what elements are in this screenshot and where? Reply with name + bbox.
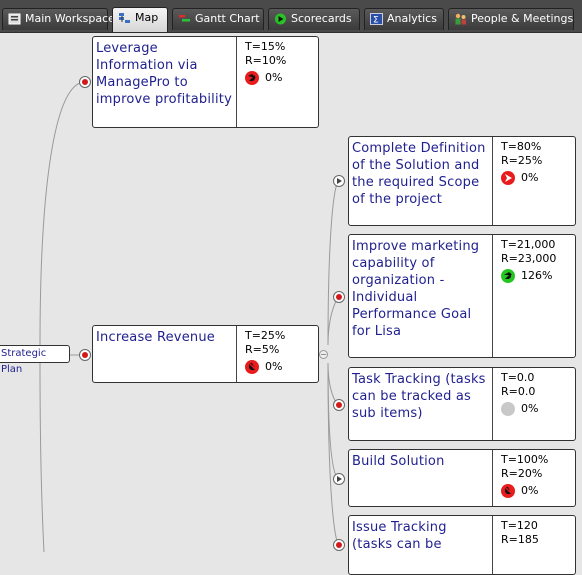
tab-label: Gantt Chart [195, 12, 260, 25]
node-connector-icon[interactable] [79, 76, 91, 88]
goal-node[interactable]: Build Solution T=100% R=20% 0% [348, 449, 576, 507]
map-icon [119, 13, 130, 23]
people-icon [455, 13, 466, 25]
target-value: T=15% [245, 40, 286, 53]
goal-node[interactable]: Improve marketing capability of organiza… [348, 234, 576, 358]
tab-main-workspace[interactable]: Main Workspace [2, 8, 115, 30]
svg-text:Σ: Σ [373, 16, 379, 26]
goal-title: Improve marketing capability of organiza… [349, 235, 493, 357]
tab-label: Main Workspace [25, 12, 115, 25]
target-value: T=21,000 [501, 238, 556, 251]
target-value: T=80% [501, 140, 542, 153]
result-value: R=0.0 [501, 385, 536, 398]
node-connector-icon[interactable] [333, 473, 345, 485]
workspace-icon [8, 13, 21, 25]
target-value: T=100% [501, 453, 549, 466]
node-connector-icon[interactable] [333, 175, 345, 187]
goal-metrics: T=80% R=25% 0% [491, 137, 575, 225]
progress-value: 126% [521, 269, 553, 282]
goal-title: Build Solution [349, 450, 493, 506]
tab-label: Scorecards [291, 12, 352, 25]
node-connector-icon[interactable] [333, 399, 345, 411]
goal-metrics: T=100% R=20% 0% [491, 450, 575, 506]
result-value: R=185 [501, 533, 539, 546]
node-connector-icon[interactable] [333, 291, 345, 303]
progress-value: 0% [265, 71, 283, 84]
goal-node[interactable]: Task Tracking (tasks can be tracked as s… [348, 367, 576, 441]
root-node-strategic-plan[interactable]: Strategic Plan [0, 345, 70, 375]
result-value: R=20% [501, 467, 543, 480]
tab-gantt-chart[interactable]: Gantt Chart [172, 8, 264, 30]
collapse-toggle-icon[interactable]: − [319, 350, 328, 359]
target-value: T=25% [245, 329, 286, 342]
goal-title: Leverage Information via ManagePro to im… [93, 37, 237, 127]
map-canvas[interactable]: Strategic Plan − Leverage Information vi… [0, 33, 582, 575]
gantt-icon [179, 15, 190, 22]
goal-metrics: T=25% R=5% 0% [235, 326, 318, 382]
tab-label: People & Meetings [471, 12, 574, 25]
tab-label: Analytics [387, 12, 437, 25]
status-red-icon [245, 360, 259, 374]
status-green-icon [501, 269, 515, 283]
tab-label: Map [135, 11, 159, 24]
goal-metrics: T=21,000 R=23,000 126% [491, 235, 575, 357]
goal-title: Issue Tracking (tasks can be [349, 516, 493, 574]
goal-node[interactable]: Issue Tracking (tasks can be T=120 R=185 [348, 515, 576, 575]
progress-value: 0% [521, 402, 539, 415]
target-value: T=120 [501, 519, 538, 532]
goal-title: Increase Revenue [93, 326, 237, 382]
tab-people-meetings[interactable]: People & Meetings [448, 8, 574, 30]
result-value: R=25% [501, 154, 543, 167]
node-connector-icon[interactable] [333, 539, 345, 551]
status-red-icon [501, 484, 515, 498]
goal-node[interactable]: Leverage Information via ManagePro to im… [92, 36, 319, 128]
status-grey-icon [501, 402, 515, 416]
target-value: T=0.0 [501, 371, 535, 384]
scorecard-icon [275, 13, 286, 25]
tab-analytics[interactable]: Σ Analytics [364, 8, 444, 30]
status-red-arrow-icon [501, 171, 515, 185]
goal-title: Task Tracking (tasks can be tracked as s… [349, 368, 493, 440]
tab-map[interactable]: Map [112, 7, 168, 32]
result-value: R=10% [245, 54, 287, 67]
analytics-icon: Σ [370, 13, 383, 25]
goal-metrics: T=120 R=185 [491, 516, 575, 574]
goal-metrics: T=0.0 R=0.0 0% [491, 368, 575, 440]
progress-value: 0% [521, 484, 539, 497]
goal-node[interactable]: Complete Definition of the Solution and … [348, 136, 576, 226]
progress-value: 0% [521, 171, 539, 184]
status-red-icon [245, 71, 259, 85]
goal-title: Complete Definition of the Solution and … [349, 137, 493, 225]
goal-node[interactable]: Increase Revenue T=25% R=5% 0% [92, 325, 319, 383]
goal-metrics: T=15% R=10% 0% [235, 37, 318, 127]
tab-scorecards[interactable]: Scorecards [268, 8, 360, 30]
node-connector-icon[interactable] [79, 349, 91, 361]
tab-bar: Main Workspace Map Gantt Chart Scorecard… [0, 0, 582, 33]
result-value: R=5% [245, 343, 280, 356]
result-value: R=23,000 [501, 252, 557, 265]
progress-value: 0% [265, 360, 283, 373]
